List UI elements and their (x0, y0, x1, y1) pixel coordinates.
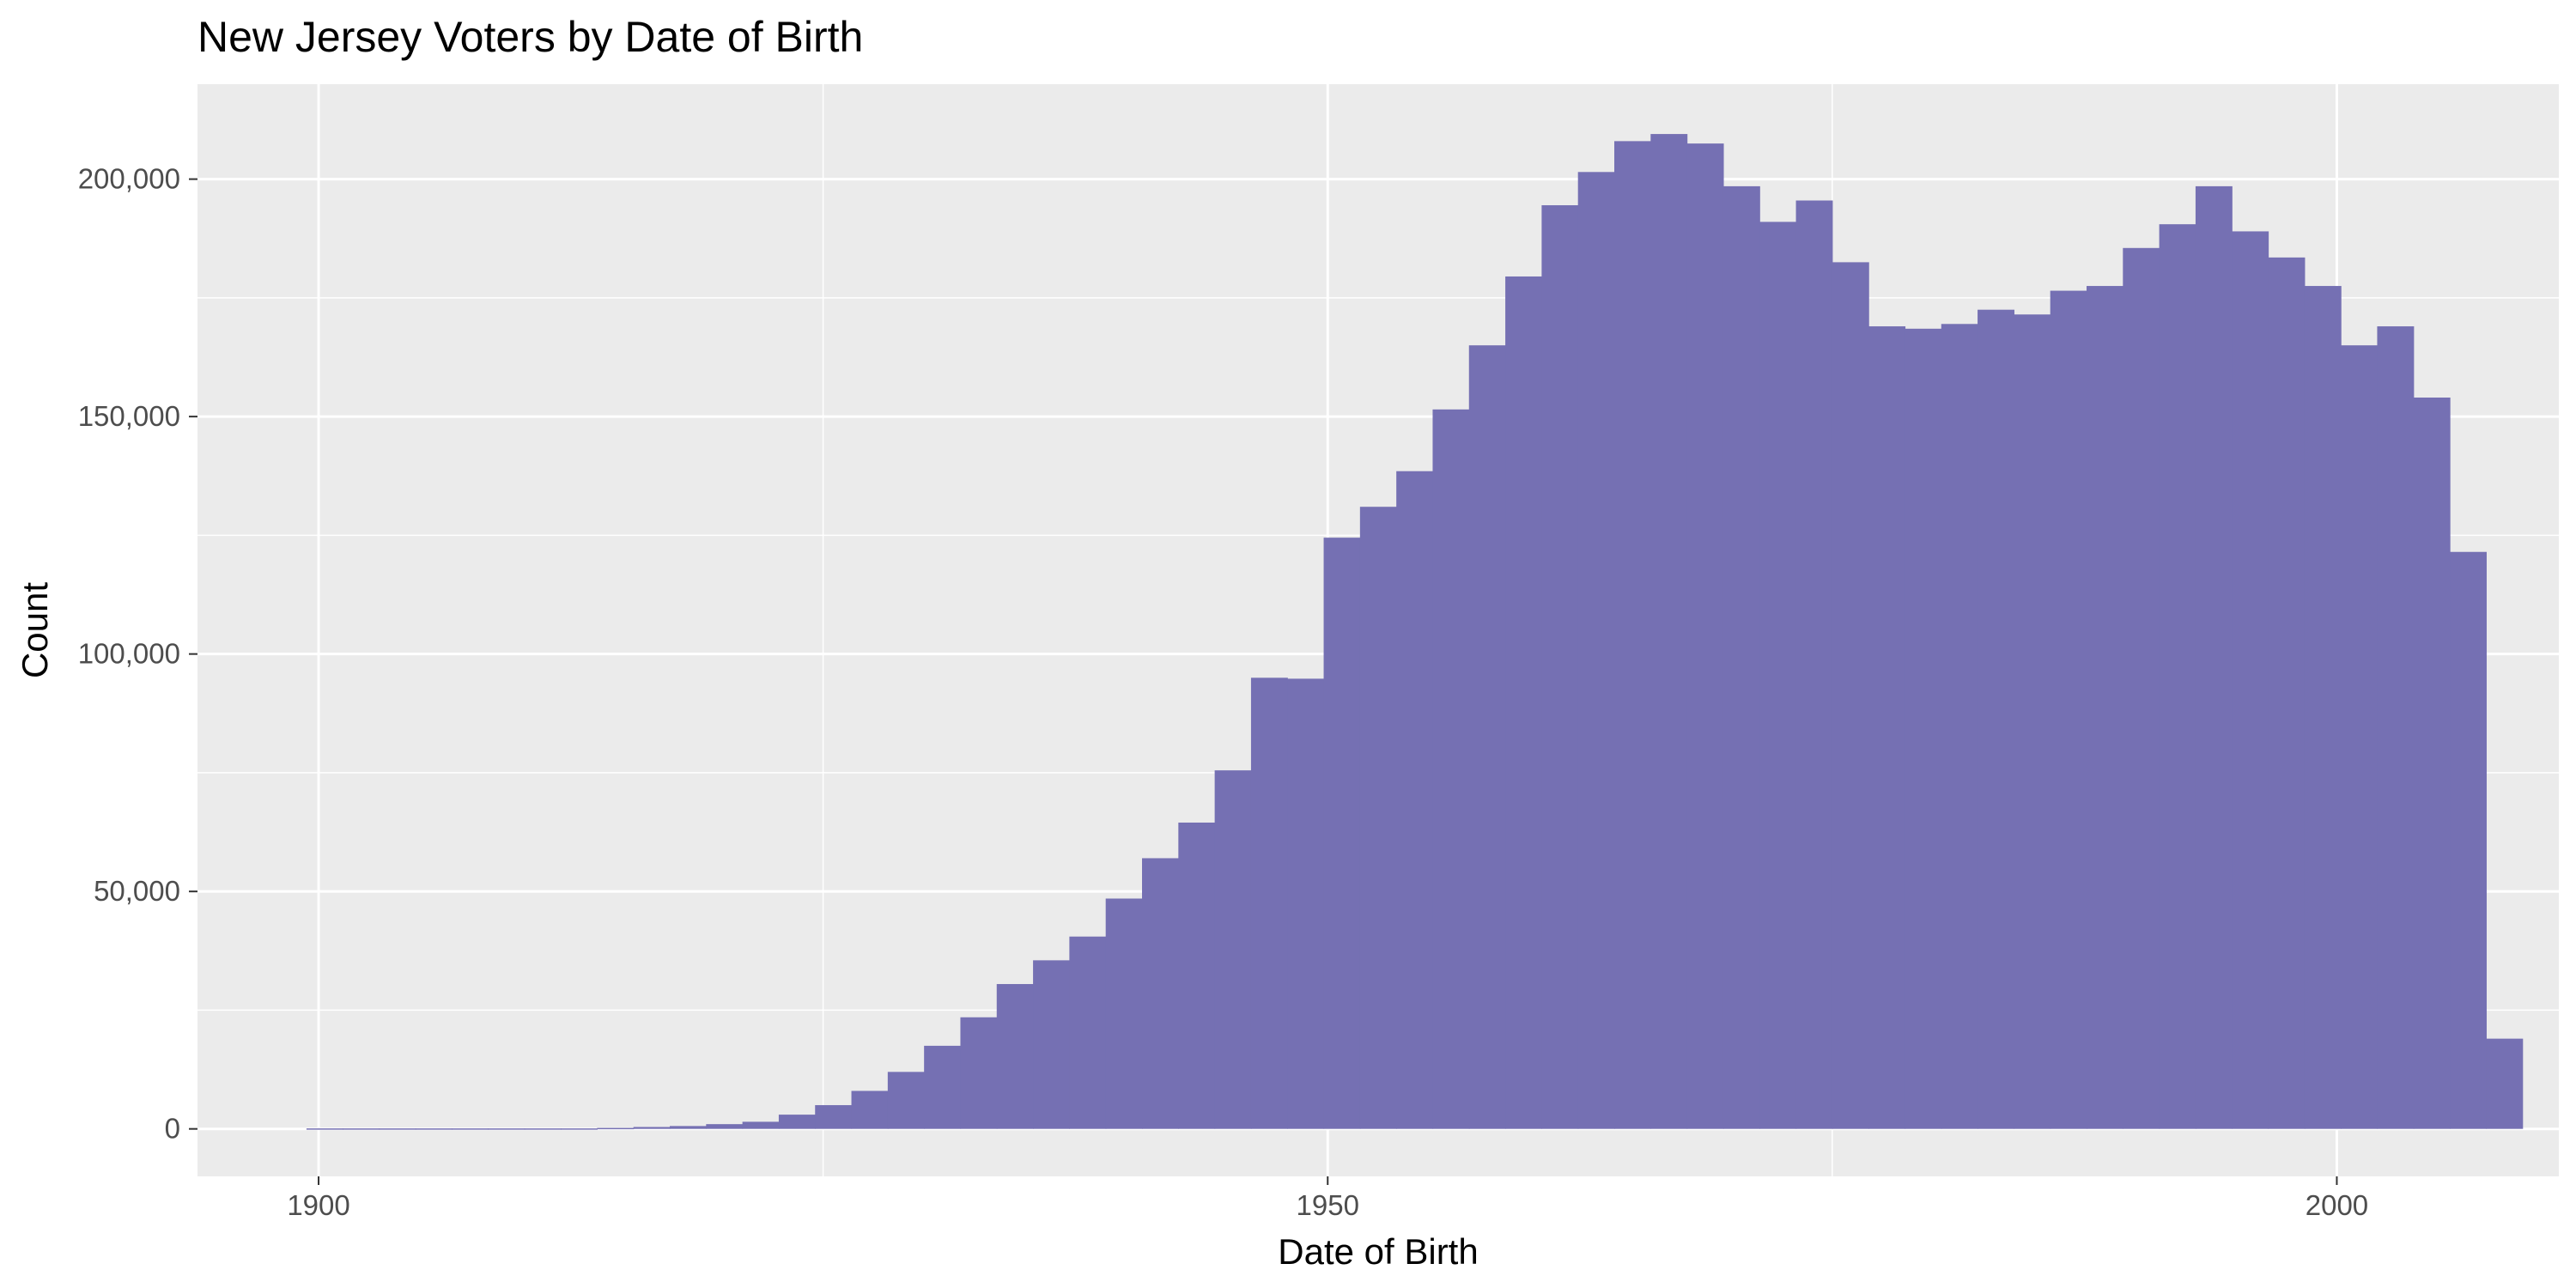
histogram-bar (1142, 858, 1179, 1129)
histogram-bar (2159, 224, 2196, 1129)
y-tick-label: 100,000 (78, 638, 180, 670)
histogram-bar (1795, 200, 1833, 1129)
histogram-bar (851, 1091, 889, 1129)
histogram-bar (2450, 551, 2487, 1129)
y-tick-label: 50,000 (94, 875, 180, 907)
histogram-bars (306, 134, 2524, 1130)
histogram-bar (1323, 538, 1361, 1129)
y-tick-label: 0 (165, 1113, 180, 1145)
histogram-bar (1541, 205, 1579, 1129)
histogram-bar (2123, 247, 2160, 1129)
y-tick-label: 200,000 (78, 163, 180, 195)
histogram-bar (887, 1072, 925, 1129)
histogram-bar (1359, 507, 1397, 1129)
histogram-bar (1250, 677, 1288, 1129)
histogram-bar (2087, 286, 2123, 1129)
histogram-bar (815, 1105, 853, 1129)
histogram-bar (742, 1121, 780, 1129)
histogram-bar (2268, 257, 2306, 1129)
histogram-bar (2195, 185, 2233, 1129)
histogram-bar (1759, 222, 1797, 1129)
histogram-bar (670, 1126, 707, 1129)
histogram-bar (1033, 960, 1070, 1129)
histogram-bar (1686, 143, 1724, 1129)
histogram-bar (488, 1128, 526, 1130)
histogram-bar (633, 1127, 671, 1129)
histogram-bar (1978, 309, 2014, 1129)
histogram-bar (1468, 345, 1506, 1129)
histogram-bar (524, 1128, 562, 1130)
histogram-bar (415, 1128, 453, 1130)
y-axis: 0 50,000 100,000 150,000 200,000 (78, 163, 197, 1145)
x-axis: 1900 1950 2000 (287, 1176, 2368, 1221)
histogram-bar (1722, 185, 1760, 1129)
histogram-bar (379, 1128, 416, 1130)
histogram-bar (1069, 936, 1107, 1129)
chart-title: New Jersey Voters by Date of Birth (197, 13, 863, 61)
histogram-bar (343, 1128, 380, 1130)
histogram-bar (2377, 326, 2415, 1129)
histogram-bar (2050, 290, 2087, 1129)
histogram-bar (1396, 471, 1434, 1129)
x-tick-label: 1950 (1297, 1189, 1359, 1221)
histogram-bar (778, 1115, 816, 1129)
histogram-bar (597, 1127, 635, 1130)
histogram-bar (996, 984, 1034, 1129)
histogram-bar (924, 1045, 962, 1129)
histogram-bar (706, 1124, 744, 1129)
histogram-bar (1832, 262, 1869, 1129)
histogram-bar (1214, 770, 1252, 1129)
histogram-bar (960, 1017, 998, 1129)
histogram-bar (1905, 328, 1942, 1129)
histogram-bar (2232, 231, 2269, 1129)
histogram-bar (2413, 398, 2451, 1129)
histogram-bar (2341, 345, 2379, 1129)
histogram-bar (306, 1128, 343, 1130)
histogram-bar (561, 1128, 598, 1130)
histogram-bar (1650, 134, 1688, 1129)
histogram-bar (2486, 1038, 2524, 1129)
histogram-bar (1614, 141, 1651, 1129)
y-axis-title: Count (15, 582, 55, 678)
histogram-bar (1432, 409, 1470, 1129)
y-tick-label: 150,000 (78, 400, 180, 432)
histogram-bar (1287, 678, 1325, 1129)
histogram-bar (1868, 326, 1906, 1129)
histogram-bar (1941, 324, 1978, 1129)
histogram-bar (1577, 172, 1615, 1129)
x-tick-label: 2000 (2306, 1189, 2368, 1221)
histogram-bar (2014, 314, 2051, 1129)
x-axis-title: Date of Birth (1278, 1231, 1478, 1272)
histogram-bar (452, 1128, 489, 1130)
x-tick-label: 1900 (287, 1189, 349, 1221)
histogram-bar (1105, 898, 1143, 1129)
histogram-bar (1178, 822, 1216, 1129)
histogram-bar (1505, 276, 1542, 1129)
histogram-bar (2304, 286, 2342, 1129)
